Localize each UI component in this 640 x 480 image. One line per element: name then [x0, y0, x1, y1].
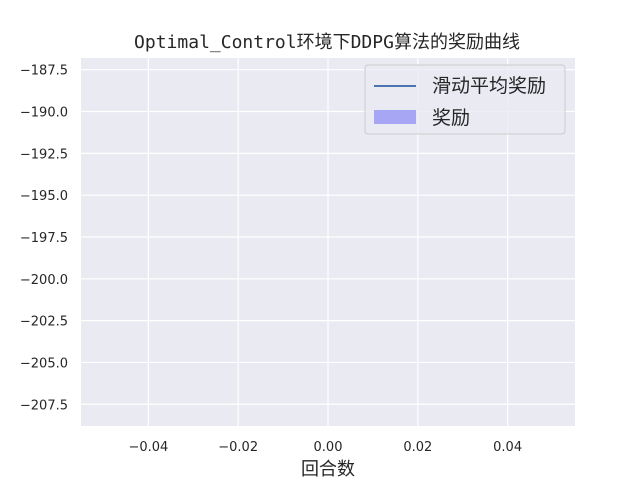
y-tick-label: −200.0 — [20, 273, 68, 288]
legend-label-moving-average: 滑动平均奖励 — [432, 75, 546, 97]
x-tick-label: −0.02 — [218, 440, 258, 455]
y-tick-label: −195.0 — [20, 189, 68, 204]
x-axis-label: 回合数 — [301, 459, 355, 480]
x-tick-label: −0.04 — [128, 440, 168, 455]
y-tick-label: −207.5 — [20, 398, 68, 413]
y-tick-label: −205.0 — [20, 356, 68, 371]
y-tick-label: −187.5 — [20, 64, 68, 79]
y-tick-label: −197.5 — [20, 231, 68, 246]
y-tick-label: −192.5 — [20, 147, 68, 162]
legend-label-reward: 奖励 — [432, 107, 470, 129]
y-tick-label: −190.0 — [20, 106, 68, 121]
x-tick-label: 0.02 — [403, 440, 432, 455]
y-axis-ticks: −187.5 −190.0 −192.5 −195.0 −197.5 −200.0 −202… — [20, 64, 68, 414]
chart-title: Optimal_Control环境下DDPG算法的奖励曲线 — [134, 32, 520, 53]
x-tick-label: 0.00 — [314, 440, 343, 455]
legend-swatch-reward — [374, 110, 416, 124]
grid-lines — [81, 58, 575, 426]
x-axis-ticks: −0.04 −0.02 0.00 0.02 0.04 — [128, 440, 522, 455]
x-tick-label: 0.04 — [493, 440, 522, 455]
y-tick-label: −202.5 — [20, 315, 68, 330]
legend: 滑动平均奖励 奖励 — [364, 64, 566, 135]
